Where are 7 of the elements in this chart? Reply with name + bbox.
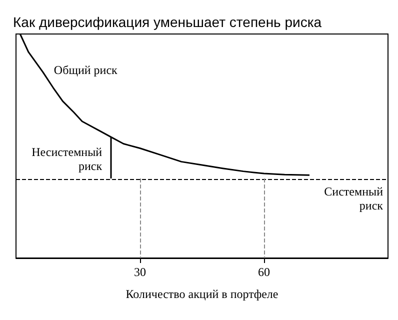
annotation: Общий риск bbox=[54, 63, 118, 78]
ref-line-label: Системный риск bbox=[324, 184, 384, 213]
annotation: Несистемный риск bbox=[32, 145, 103, 174]
chart-title: Как диверсификация уменьшает степень риска bbox=[13, 14, 322, 30]
x-tick-label: 30 bbox=[134, 265, 146, 279]
x-tick-label: 60 bbox=[258, 265, 270, 279]
x-axis-title: Количество акций в портфеле bbox=[126, 287, 278, 301]
